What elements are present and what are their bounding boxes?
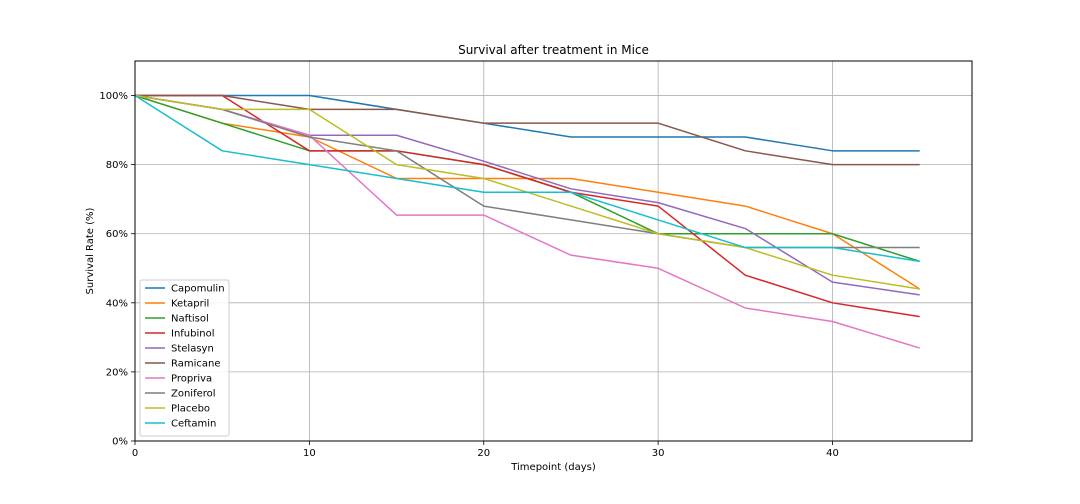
legend-entry: Infubinol xyxy=(171,329,215,340)
legend: Capomulin Ketapril Naftisol Infubinol Stelas… xyxy=(139,279,230,437)
series-line-capomulin xyxy=(135,94,920,152)
x-axis-label: Timepoint (days) xyxy=(510,462,596,473)
y-tick-label: 0% xyxy=(112,437,128,448)
series-line-propriva xyxy=(134,94,920,349)
series-line-ramicane xyxy=(135,94,920,166)
x-tick-label: 10 xyxy=(303,448,316,459)
legend-entry: Stelasyn xyxy=(171,344,214,355)
legend-entry: Placebo xyxy=(171,404,210,415)
plot-frame xyxy=(134,60,973,442)
legend-entry: Propriva xyxy=(171,374,212,385)
y-tick-label: 20% xyxy=(106,367,128,378)
legend-box xyxy=(139,279,230,437)
axis-ticks: 0 10 20 30 40 0% 20% 40% 60% 80% 100% xyxy=(99,91,838,459)
legend-entry: Naftisol xyxy=(171,314,209,325)
legend-entry: Ceftamin xyxy=(171,419,216,430)
y-tick-label: 100% xyxy=(99,91,128,102)
legend-entry: Capomulin xyxy=(171,284,225,295)
x-tick-label: 30 xyxy=(652,448,665,459)
series-line-ceftamin xyxy=(134,94,920,263)
legend-entry: Zoniferol xyxy=(171,389,216,400)
x-tick-label: 20 xyxy=(477,448,490,459)
legend-entry: Ramicane xyxy=(171,359,221,370)
y-tick-label: 40% xyxy=(106,298,128,309)
series-lines xyxy=(134,94,921,349)
y-axis-label: Survival Rate (%) xyxy=(85,207,96,294)
x-tick-label: 40 xyxy=(826,448,839,459)
legend-entry: Ketapril xyxy=(171,299,209,310)
y-tick-label: 60% xyxy=(106,229,128,240)
x-tick-label: 0 xyxy=(132,448,138,459)
y-tick-label: 80% xyxy=(106,160,128,171)
chart-title: Survival after treatment in Mice xyxy=(458,43,649,57)
